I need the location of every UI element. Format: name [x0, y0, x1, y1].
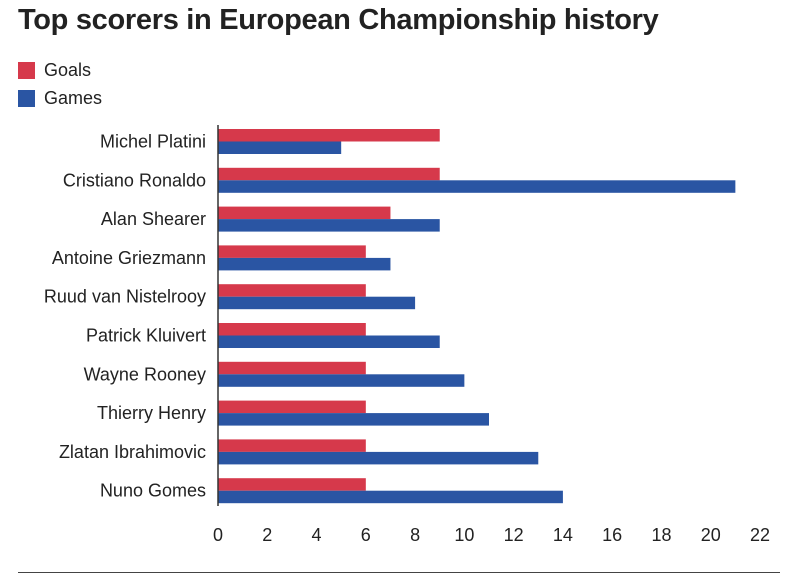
bar-games-wayne-rooney	[218, 374, 465, 387]
bar-goals-zlatan-ibrahimovic	[218, 439, 366, 452]
bar-games-zlatan-ibrahimovic	[218, 451, 539, 465]
category-label-zlatan-ibrahimovic: Zlatan Ibrahimovic	[59, 442, 206, 462]
x-tick-label-18: 18	[651, 525, 671, 545]
bar-goals-antoine-griezmann	[218, 245, 366, 258]
bar-games-thierry-henry	[218, 413, 489, 426]
bar-games-patrick-kluivert	[218, 335, 440, 348]
legend-item-games: Games	[18, 87, 102, 109]
legend-label-games: Games	[44, 87, 103, 108]
bar-goals-patrick-kluivert	[218, 323, 366, 336]
category-label-antoine-griezmann: Antoine Griezmann	[52, 248, 206, 268]
category-label-alan-shearer: Alan Shearer	[101, 209, 206, 229]
bar-games-ruud-van-nistelrooy	[218, 296, 416, 310]
legend-label-goals: Goals	[44, 59, 92, 80]
category-label-patrick-kluivert: Patrick Kluivert	[86, 326, 206, 346]
x-tick-label-20: 20	[701, 525, 721, 545]
bar-games-cristiano-ronaldo	[218, 180, 736, 193]
legend-swatch-games	[18, 89, 35, 107]
x-tick-label-0: 0	[213, 525, 223, 545]
bar-games-antoine-griezmann	[218, 257, 391, 271]
x-tick-label-8: 8	[410, 525, 420, 545]
x-tick-label-6: 6	[361, 525, 371, 545]
chart-title: Top scorers in European Championship his…	[18, 4, 659, 36]
category-label-cristiano-ronaldo: Cristiano Ronaldo	[63, 170, 206, 190]
bar-goals-nuno-gomes	[218, 478, 366, 491]
legend-swatch-goals	[18, 61, 35, 79]
category-label-michel-platini: Michel Platini	[100, 132, 206, 152]
x-tick-label-2: 2	[262, 525, 272, 545]
x-tick-label-4: 4	[312, 525, 322, 545]
x-tick-label-16: 16	[602, 525, 622, 545]
legend-item-goals: Goals	[18, 59, 91, 81]
bar-goals-michel-platini	[218, 129, 440, 142]
x-tick-label-22: 22	[750, 525, 770, 545]
x-tick-label-10: 10	[454, 525, 474, 545]
category-label-ruud-van-nistelrooy: Ruud van Nistelrooy	[44, 287, 206, 307]
x-tick-label-14: 14	[553, 525, 573, 545]
bar-games-nuno-gomes	[218, 490, 563, 504]
bar-goals-thierry-henry	[218, 400, 366, 414]
bar-goals-ruud-van-nistelrooy	[218, 284, 366, 297]
bar-games-michel-platini	[218, 141, 342, 154]
bar-goals-cristiano-ronaldo	[218, 167, 440, 181]
category-label-nuno-gomes: Nuno Gomes	[100, 481, 206, 501]
category-label-thierry-henry: Thierry Henry	[97, 403, 206, 423]
bar-goals-wayne-rooney	[218, 361, 366, 375]
footer-divider	[18, 572, 780, 573]
x-tick-label-12: 12	[504, 525, 524, 545]
bar-games-alan-shearer	[218, 219, 440, 232]
bar-goals-alan-shearer	[218, 206, 391, 220]
category-label-wayne-rooney: Wayne Rooney	[84, 364, 206, 384]
